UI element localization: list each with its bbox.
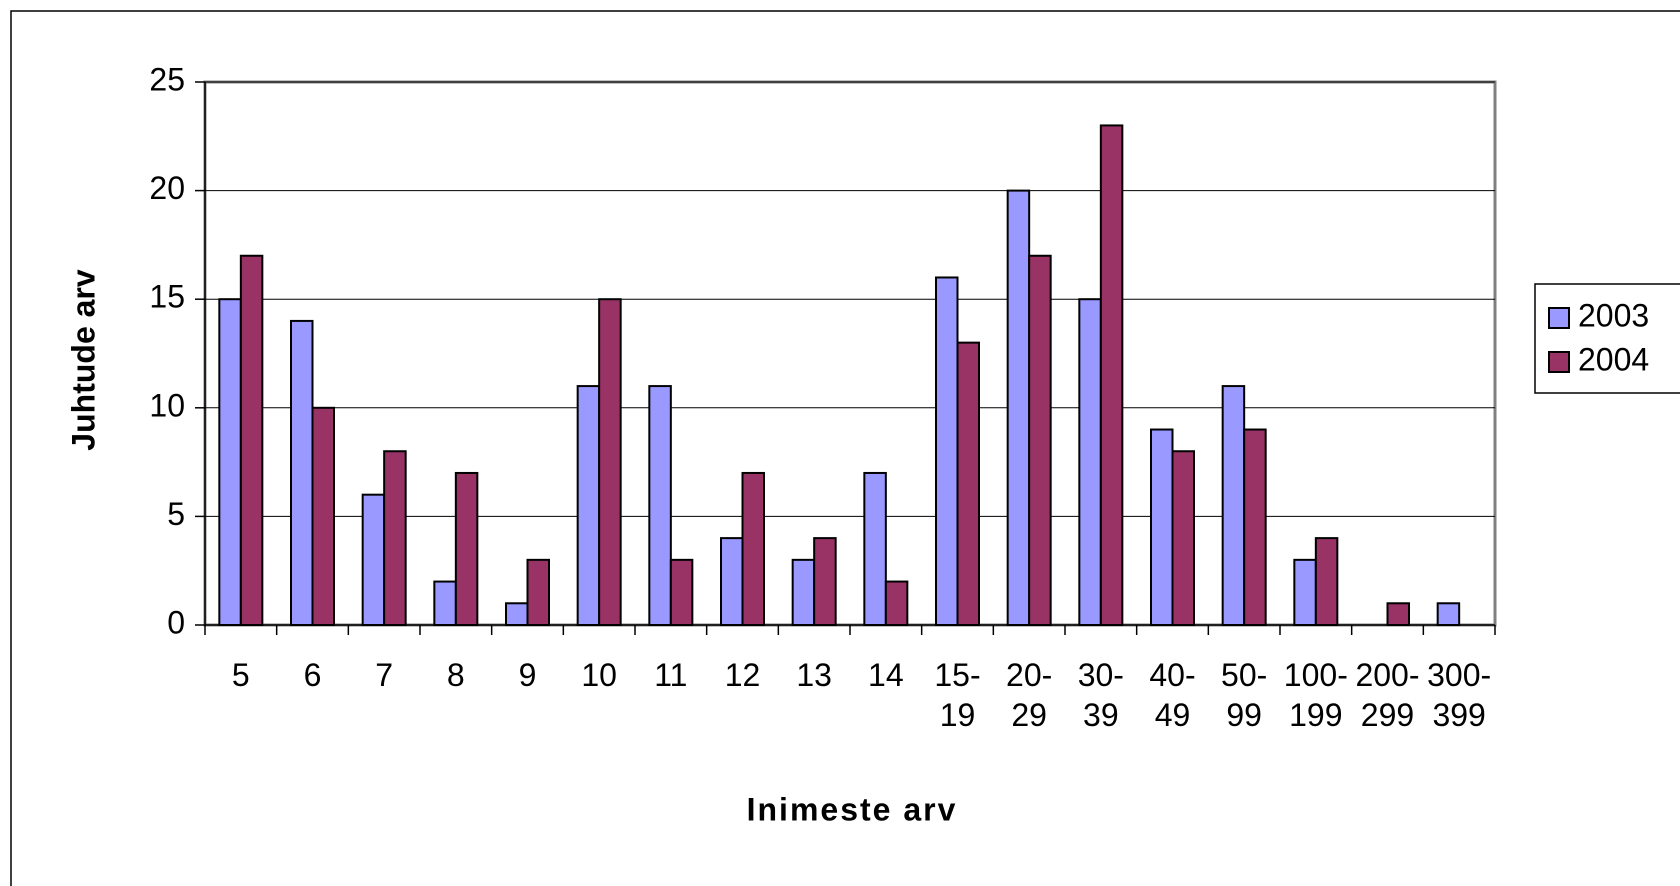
legend-label: 2003 (1578, 297, 1649, 333)
bar (1221, 385, 1246, 626)
bar (1171, 450, 1195, 626)
x-tick-label: 13 (796, 657, 832, 693)
x-tick-label: 300-399 (1427, 657, 1492, 733)
bar (741, 471, 765, 626)
bar (863, 471, 887, 626)
bar (1436, 602, 1461, 627)
legend-box (1534, 283, 1680, 394)
x-axis-title: Inimeste arv (747, 791, 958, 827)
x-tick-label: 15-19 (934, 657, 981, 733)
bar (884, 580, 909, 626)
y-axis-title: Juhtude arv (65, 269, 101, 451)
bar (526, 558, 550, 627)
x-tick-label: 14 (868, 657, 904, 693)
bar (505, 602, 529, 627)
plot-area (203, 80, 1497, 627)
x-tick-label: 12 (724, 657, 761, 693)
bar (598, 298, 622, 626)
y-tick-label: 0 (167, 604, 185, 640)
x-tick-label: 20-29 (1006, 657, 1053, 733)
x-tick-label: 30-39 (1077, 657, 1124, 733)
x-tick-label: 40-49 (1149, 657, 1196, 733)
bar (648, 385, 672, 626)
bar (433, 580, 457, 626)
legend-swatch (1548, 351, 1570, 373)
bar (1386, 602, 1410, 627)
bar (813, 537, 837, 626)
y-tick-label: 20 (149, 170, 185, 206)
x-tick-label: 50-99 (1221, 657, 1268, 733)
bar (1006, 189, 1031, 626)
bar (383, 450, 407, 626)
x-tick-label: 8 (446, 657, 465, 693)
x-tick-label: 9 (518, 657, 537, 693)
bar (1099, 124, 1124, 626)
bar (1293, 558, 1317, 627)
y-tick-label: 15 (149, 279, 185, 315)
y-tick-label: 25 (149, 61, 185, 97)
x-tick-label: 200-299 (1355, 657, 1420, 733)
legend-label: 2004 (1578, 341, 1649, 377)
bar (1028, 254, 1052, 626)
bar (1243, 428, 1267, 626)
x-tick-label: 7 (375, 657, 394, 693)
x-tick-label: 6 (303, 657, 322, 693)
x-tick-label: 10 (581, 657, 617, 693)
bar (239, 254, 264, 626)
bar (1150, 428, 1174, 626)
legend-swatch (1548, 307, 1570, 329)
bar (1078, 298, 1102, 626)
bar (935, 276, 959, 626)
y-tick-label: 5 (167, 496, 185, 532)
bar (311, 406, 335, 626)
bar (669, 558, 694, 627)
y-tick-label: 10 (149, 387, 185, 423)
bar (454, 471, 479, 626)
bar (791, 558, 816, 627)
x-tick-label: 11 (654, 657, 688, 693)
x-tick-label: 100-199 (1283, 657, 1348, 733)
bar (290, 319, 314, 626)
bar (1314, 537, 1339, 626)
bar (720, 537, 744, 626)
bar (956, 341, 980, 626)
x-tick-label: 5 (231, 657, 250, 693)
bar (576, 385, 601, 626)
bar (361, 493, 386, 626)
bar (218, 298, 242, 626)
